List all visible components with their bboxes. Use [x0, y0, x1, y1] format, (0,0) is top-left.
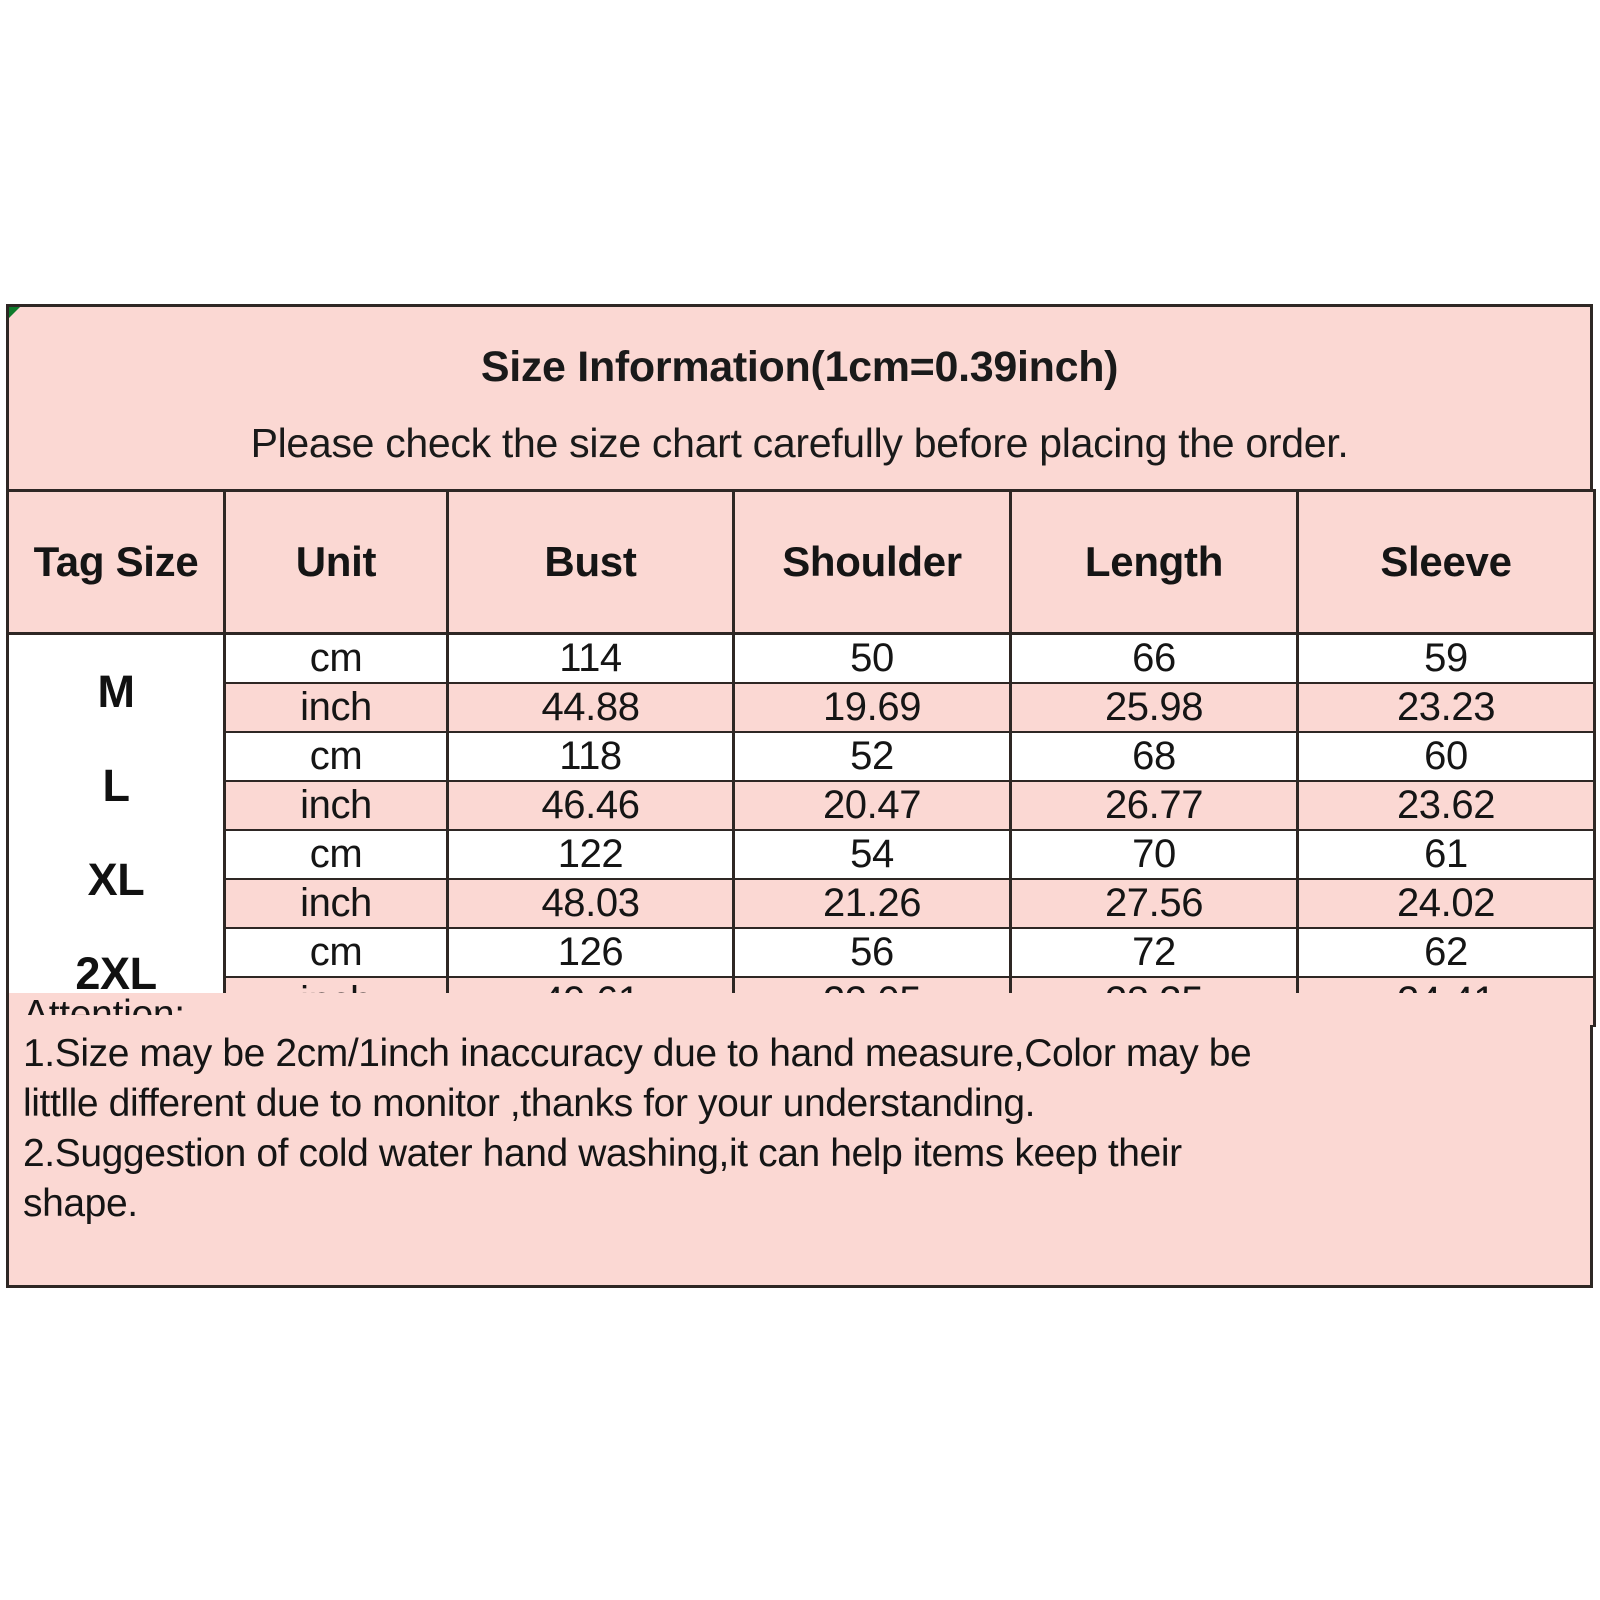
- cell-length: 25.98: [1009, 682, 1299, 733]
- table-row: inch 44.88 19.69 25.98 23.23: [8, 682, 1596, 733]
- table-header-row: Tag Size Unit Bust Shoulder Length Sleev…: [6, 489, 1596, 635]
- cell-length: 72: [1009, 927, 1299, 978]
- cell-sleeve: 60: [1296, 731, 1596, 782]
- cell-shoulder: 19.69: [732, 682, 1012, 733]
- tag-size-label-2xl: 2XL: [75, 948, 157, 999]
- cell-length: 27.56: [1009, 878, 1299, 929]
- table-row: M L XL 2XL cm 114 50 66 59: [6, 632, 1596, 1027]
- cell-unit: cm: [223, 829, 449, 880]
- cell-sleeve: 23.23: [1296, 682, 1596, 733]
- page-title: Size Information(1cm=0.39inch): [480, 343, 1119, 391]
- cell-length: 26.77: [1009, 780, 1299, 831]
- cell-unit: inch: [223, 682, 449, 733]
- table-row: cm 118 52 68 60: [8, 731, 1596, 782]
- note-line-3: 2.Suggestion of cold water hand washing,…: [23, 1132, 1182, 1175]
- cell-shoulder: 21.26: [732, 878, 1012, 929]
- tag-size-label-m: M: [97, 666, 135, 717]
- cell-bust: 46.46: [446, 780, 735, 831]
- cell-bust: 118: [446, 731, 735, 782]
- cell-length: 66: [1009, 632, 1299, 684]
- cell-unit: cm: [223, 731, 449, 782]
- table-row: inch 48.03 21.26 27.56 24.02: [8, 878, 1596, 929]
- chart-subtitle: Please check the size chart carefully be…: [250, 420, 1349, 466]
- cell-unit: inch: [223, 878, 449, 929]
- cell-shoulder: 54: [732, 829, 1012, 880]
- notes-block: Attention: 1.Size may be 2cm/1inch inacc…: [9, 993, 1590, 1285]
- column-header-length: Length: [1009, 489, 1299, 635]
- cell-shoulder: 52: [732, 731, 1012, 782]
- cell-bust: 126: [446, 927, 735, 978]
- size-chart-panel: Size Information(1cm=0.39inch) Please ch…: [6, 304, 1596, 1288]
- cell-sleeve: 24.02: [1296, 878, 1596, 929]
- cell-unit: cm: [223, 632, 449, 684]
- attention-label: Attention:: [23, 993, 185, 1015]
- tag-size-label-l: L: [102, 760, 130, 811]
- cell-length: 70: [1009, 829, 1299, 880]
- cell-unit: cm: [223, 927, 449, 978]
- cell-sleeve: 62: [1296, 927, 1596, 978]
- corner-artifact-icon: [9, 307, 20, 318]
- table-row: cm 122 54 70 61: [8, 829, 1596, 880]
- table-body: M L XL 2XL cm 114 50 66 59 inch 44.88 19…: [6, 632, 1596, 1027]
- cell-sleeve: 23.62: [1296, 780, 1596, 831]
- cell-bust: 114: [446, 632, 735, 684]
- tag-size-merged-cell: M L XL 2XL: [6, 632, 226, 1027]
- chart-heading-block: Size Information(1cm=0.39inch) Please ch…: [9, 307, 1590, 489]
- cell-unit: inch: [223, 780, 449, 831]
- table-row: cm 126 56 72 62: [8, 927, 1596, 978]
- note-line-2: littlle different due to monitor ,thanks…: [23, 1082, 1036, 1125]
- column-header-shoulder: Shoulder: [732, 489, 1012, 635]
- tag-size-label-xl: XL: [87, 854, 145, 905]
- column-header-tag-size: Tag Size: [6, 489, 226, 635]
- note-line-4: shape.: [23, 1182, 138, 1225]
- cell-sleeve: 61: [1296, 829, 1596, 880]
- cell-sleeve: 59: [1296, 632, 1596, 684]
- cell-bust: 48.03: [446, 878, 735, 929]
- table-row: inch 46.46 20.47 26.77 23.62: [8, 780, 1596, 831]
- size-table: Tag Size Unit Bust Shoulder Length Sleev…: [6, 489, 1596, 1027]
- column-header-sleeve: Sleeve: [1296, 489, 1596, 635]
- note-line-1: 1.Size may be 2cm/1inch inaccuracy due t…: [23, 1032, 1252, 1075]
- column-header-unit: Unit: [223, 489, 449, 635]
- cell-length: 68: [1009, 731, 1299, 782]
- cell-shoulder: 20.47: [732, 780, 1012, 831]
- cell-bust: 122: [446, 829, 735, 880]
- cell-shoulder: 56: [732, 927, 1012, 978]
- cell-shoulder: 50: [732, 632, 1012, 684]
- column-header-bust: Bust: [446, 489, 735, 635]
- cell-bust: 44.88: [446, 682, 735, 733]
